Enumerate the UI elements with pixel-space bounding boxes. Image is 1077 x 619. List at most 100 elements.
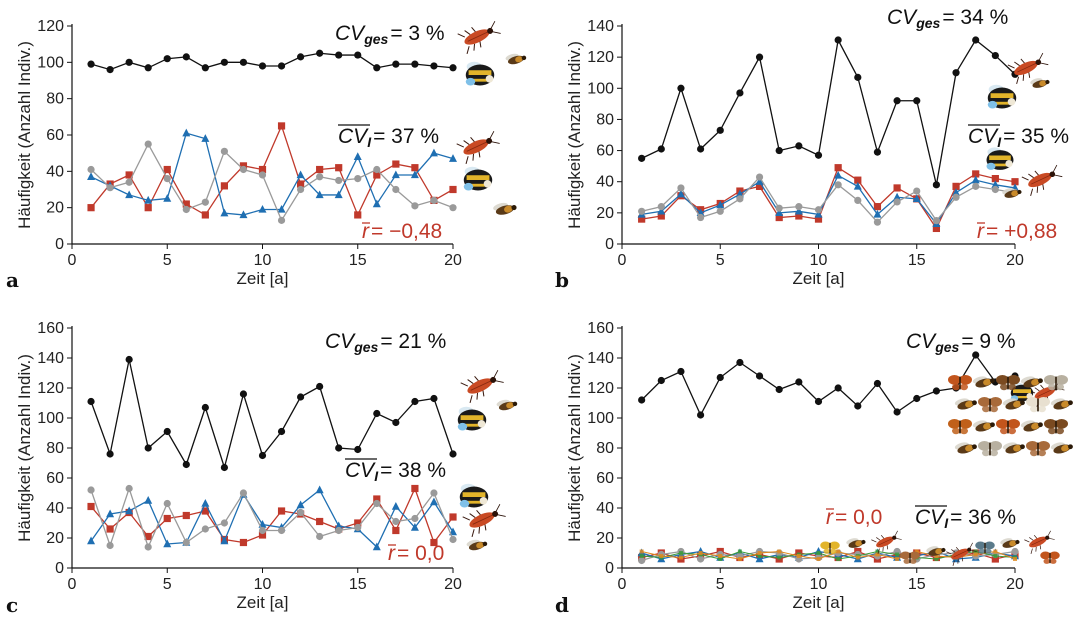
series-line-blue — [90, 489, 454, 549]
x-axis-label: Zeit [a] — [237, 593, 289, 612]
data-point-gray — [316, 173, 324, 181]
data-point-black — [106, 450, 114, 458]
data-point-black — [125, 58, 133, 66]
data-point-black — [755, 53, 764, 61]
data-point-red — [392, 160, 400, 168]
x-tick-label: 10 — [254, 576, 272, 593]
data-point-red — [449, 513, 457, 521]
data-point-gray — [795, 203, 803, 211]
beetle-icon — [462, 503, 506, 537]
data-point-red — [755, 182, 764, 190]
data-point-black — [638, 154, 646, 162]
cv-i-annotation: CVI= 38 % — [345, 459, 446, 484]
series-line-gray — [90, 486, 454, 549]
panel-letter: b — [555, 268, 569, 292]
data-point-green — [875, 549, 880, 554]
data-point-black — [411, 397, 419, 406]
data-point-gray — [449, 204, 457, 212]
data-point-black — [716, 126, 724, 134]
y-tick-label: 60 — [596, 470, 614, 487]
fly-icon — [1002, 442, 1025, 454]
butterfly-icon — [948, 419, 972, 435]
data-point-black — [163, 55, 171, 63]
data-point-orange — [855, 555, 860, 560]
data-point-gray — [893, 198, 901, 206]
data-point-green — [718, 557, 723, 561]
data-point-blue — [201, 134, 210, 142]
data-point-orange — [659, 554, 664, 558]
y-tick-label: 140 — [587, 350, 614, 367]
data-point-blue — [391, 170, 400, 179]
data-point-blue — [912, 194, 921, 203]
r-annotation: r= 0,0 — [388, 542, 444, 565]
data-point-red — [373, 495, 381, 503]
data-point-black — [87, 60, 95, 68]
data-point-blue — [201, 499, 210, 507]
fly-icon — [846, 538, 866, 548]
data-point-black — [297, 53, 305, 61]
data-point-red — [354, 211, 362, 219]
data-point-black — [873, 379, 882, 388]
y-tick-label: 20 — [46, 530, 64, 547]
data-point-gray — [87, 165, 95, 174]
fly-icon — [1020, 420, 1043, 432]
fly-icon — [496, 399, 518, 411]
data-point-red — [1011, 178, 1019, 186]
data-point-green — [895, 552, 900, 557]
data-point-red — [411, 164, 419, 172]
bumblebee-icon — [986, 147, 1014, 170]
fly-icon — [1000, 538, 1020, 548]
data-point-black — [87, 397, 95, 406]
data-point-gray — [239, 165, 248, 174]
data-point-black — [657, 376, 665, 385]
data-point-black — [657, 145, 665, 153]
data-point-green — [777, 555, 782, 560]
x-tick-label: 5 — [716, 252, 725, 269]
data-point-blue — [106, 509, 115, 518]
data-point-gray — [736, 195, 744, 203]
cv-i-annotation: CVI= 37 % — [338, 125, 439, 150]
y-tick-label: 40 — [596, 500, 614, 517]
data-point-blue — [182, 128, 191, 137]
data-point-orange — [934, 554, 939, 558]
data-point-black — [449, 64, 457, 72]
y-tick-label: 120 — [587, 380, 614, 397]
y-tick-label: 80 — [596, 440, 614, 457]
beetle-icon — [946, 542, 977, 566]
data-point-blue — [410, 170, 419, 179]
data-point-gray — [1011, 547, 1019, 556]
data-point-red — [277, 122, 286, 130]
data-point-black — [163, 427, 171, 436]
butterfly-icon — [1040, 551, 1060, 564]
data-point-black — [736, 89, 744, 97]
x-tick-label: 5 — [163, 252, 172, 269]
data-point-blue — [163, 194, 172, 202]
x-tick-label: 15 — [908, 252, 926, 269]
data-point-black — [373, 409, 381, 418]
panel-a: 0 20 40 60 80 100 120 0 5 10 15 20 Zeit [a] Häufigkei… — [6, 18, 527, 292]
y-tick-label: 80 — [46, 91, 64, 108]
fly-icon — [505, 53, 527, 65]
data-point-blue — [391, 502, 400, 510]
data-point-gray — [449, 535, 457, 544]
x-tick-label: 15 — [349, 252, 367, 269]
data-point-black — [373, 64, 381, 72]
data-point-black — [144, 444, 152, 452]
data-point-black — [854, 402, 862, 410]
fly-icon — [1050, 442, 1073, 454]
y-tick-label: 80 — [46, 440, 64, 457]
bumblebee-icon — [463, 166, 493, 191]
data-point-black — [201, 64, 209, 72]
data-point-red — [952, 182, 960, 190]
butterfly-icon — [996, 419, 1020, 435]
cv-ges-annotation: CVges= 21 % — [325, 330, 446, 355]
data-point-blue — [794, 206, 803, 215]
data-point-red — [354, 519, 362, 527]
data-point-orange — [973, 552, 978, 557]
data-point-gray — [775, 204, 783, 212]
data-point-red — [87, 502, 95, 511]
data-point-black — [106, 66, 114, 74]
x-tick-label: 20 — [1006, 576, 1024, 593]
data-point-gray — [220, 519, 228, 527]
